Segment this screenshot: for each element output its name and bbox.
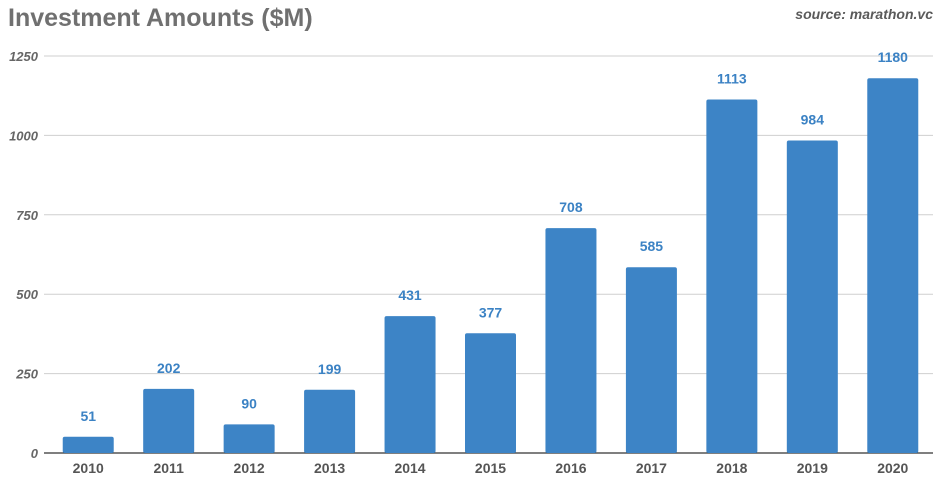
bar-2012 [223,424,275,453]
bar-2013 [304,389,356,453]
data-label-2012: 90 [241,395,257,411]
y-tick-label: 750 [16,208,38,223]
bar-2016 [545,228,597,453]
x-tick-label-2014: 2014 [394,460,425,476]
x-tick-label-2010: 2010 [73,460,104,476]
data-label-2011: 202 [157,360,181,376]
data-label-2014: 431 [398,287,422,303]
x-tick-label-2019: 2019 [797,460,828,476]
data-label-2018: 1113 [717,71,747,87]
data-label-2020: 1180 [878,49,909,65]
y-tick-label: 0 [31,446,39,461]
x-tick-label-2017: 2017 [636,460,667,476]
x-axis-ticks: 2010 2011 2012 2013 2014 2015 2016 2017 2018 2019… [73,460,909,476]
data-labels: 51 202 90 199 431 377 708 585 1113 984 1180 [80,49,908,424]
data-label-2016: 708 [559,199,583,215]
bar-2017 [625,267,677,453]
bar-2011 [143,388,195,453]
x-tick-label-2012: 2012 [234,460,265,476]
y-tick-label: 1000 [9,128,39,143]
bar-2020 [867,78,919,454]
x-tick-label-2020: 2020 [877,460,908,476]
y-axis-ticks: 0 250 500 750 1000 1250 [9,49,39,461]
x-tick-label-2018: 2018 [716,460,747,476]
chart-title: Investment Amounts ($M) [8,4,313,32]
y-tick-label: 250 [15,367,38,382]
bar-2014 [384,316,436,453]
x-tick-label-2016: 2016 [555,460,586,476]
y-tick-label: 1250 [9,49,39,64]
x-tick-label-2013: 2013 [314,460,345,476]
data-label-2010: 51 [80,408,96,424]
bar-2019 [786,140,838,453]
bar-2015 [465,333,516,453]
x-tick-label-2011: 2011 [153,460,184,476]
source-credit: source: marathon.vc [795,6,933,22]
data-label-2017: 585 [640,238,664,254]
bars [62,78,919,454]
data-label-2013: 199 [318,361,342,377]
bar-2018 [706,99,758,453]
x-tick-label-2015: 2015 [475,460,506,476]
data-label-2019: 984 [801,111,825,127]
y-tick-label: 500 [16,287,38,302]
data-label-2015: 377 [479,304,503,320]
bar-2010 [62,436,114,453]
